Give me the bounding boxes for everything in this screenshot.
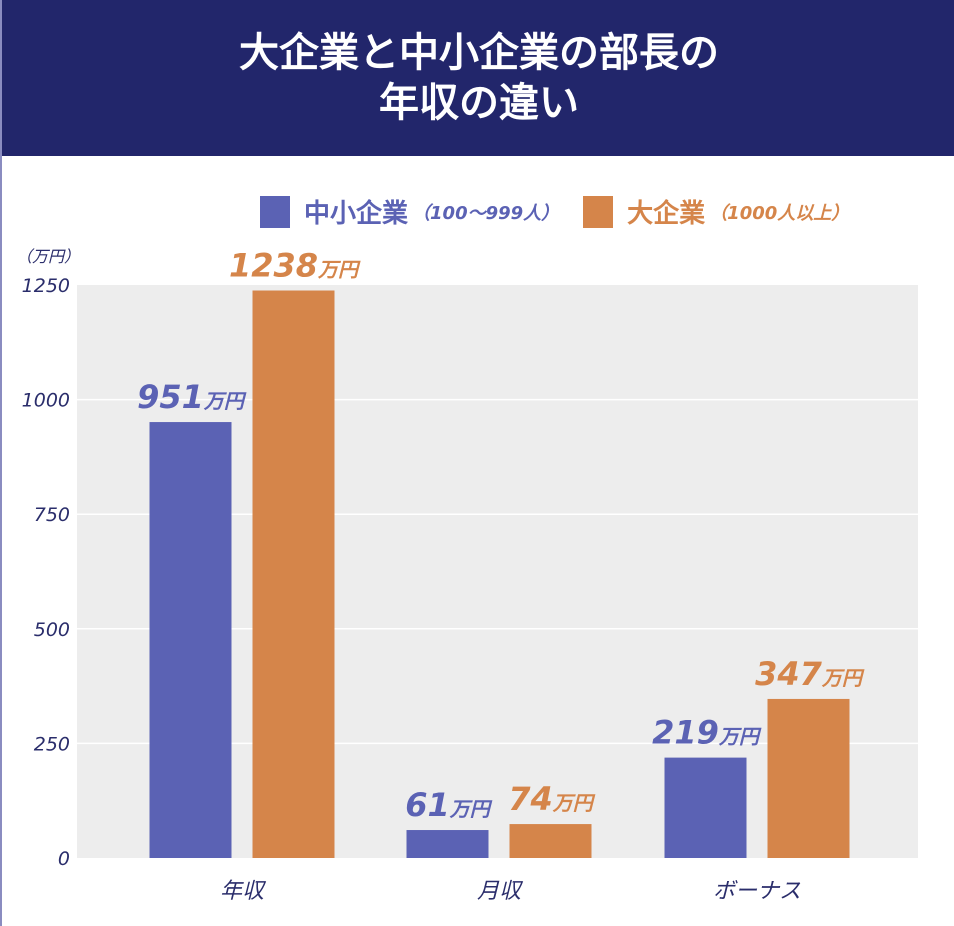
data-label-value: 61 xyxy=(405,786,450,824)
title-line-2: 年収の違い xyxy=(379,80,579,126)
y-tick-label: 0 xyxy=(58,848,70,870)
data-label: 219万円 xyxy=(652,714,762,752)
bar-large xyxy=(252,290,335,858)
data-label-value: 1238 xyxy=(229,247,318,285)
legend: 中小企業 （100〜999人） 大企業 （1000人以上） xyxy=(260,193,873,230)
chart-title-banner: 大企業と中小企業の部長の 年収の違い xyxy=(2,0,954,156)
data-label: 74万円 xyxy=(508,780,596,818)
data-label-value: 347 xyxy=(755,655,823,693)
data-label: 61万円 xyxy=(405,786,493,824)
y-tick-label: 250 xyxy=(34,733,70,755)
x-category-label: 月収 xyxy=(477,879,524,904)
legend-note-sme: （100〜999人） xyxy=(412,202,560,224)
legend-swatch-large xyxy=(583,195,614,228)
y-tick-label: 750 xyxy=(34,504,70,526)
x-category-label: 年収 xyxy=(220,879,267,904)
legend-note-large: （1000人以上） xyxy=(709,202,850,224)
bar-sme xyxy=(664,757,747,858)
data-label: 1238万円 xyxy=(229,247,361,285)
data-label-unit: 万円 xyxy=(552,791,596,815)
data-label: 347万円 xyxy=(755,655,865,693)
legend-label-sme: 中小企業 xyxy=(304,199,409,229)
title-line-1: 大企業と中小企業の部長の xyxy=(239,30,719,76)
data-label-unit: 万円 xyxy=(821,666,865,690)
legend-swatch-sme xyxy=(260,195,290,228)
legend-label-large: 大企業 xyxy=(627,199,706,229)
bar-large xyxy=(767,698,850,858)
y-tick-label: 1250 xyxy=(22,275,70,297)
x-category-label: ボーナス xyxy=(713,879,801,904)
data-label-unit: 万円 xyxy=(203,389,247,413)
bar-large xyxy=(509,824,592,858)
bar-sme xyxy=(406,830,489,858)
bar-sme xyxy=(149,422,232,858)
y-axis-unit: （万円） xyxy=(16,247,80,266)
data-label: 951万円 xyxy=(137,378,247,416)
y-tick-label: 1000 xyxy=(22,390,70,412)
data-label-value: 951 xyxy=(137,378,204,416)
y-tick-label: 500 xyxy=(34,619,70,641)
data-label-value: 74 xyxy=(508,780,553,818)
data-label-unit: 万円 xyxy=(449,797,493,821)
data-label-unit: 万円 xyxy=(718,725,762,749)
data-label-value: 219 xyxy=(652,714,719,752)
data-label-unit: 万円 xyxy=(317,258,361,282)
